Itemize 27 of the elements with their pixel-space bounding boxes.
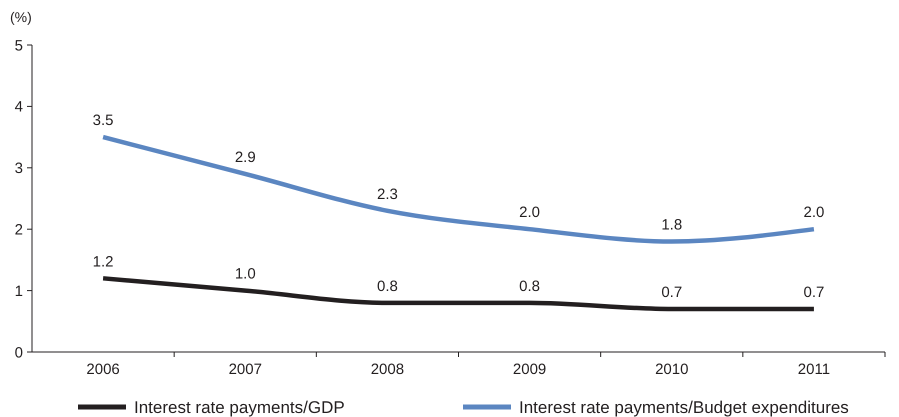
y-tick-label: 1 bbox=[14, 282, 23, 300]
x-tick-label: 2007 bbox=[228, 361, 262, 378]
data-label: 0.7 bbox=[661, 284, 682, 302]
legend-label: Interest rate payments/Budget expenditures bbox=[519, 398, 849, 417]
x-tick-label: 2006 bbox=[86, 361, 120, 378]
data-label: 2.0 bbox=[803, 204, 824, 222]
y-tick-label: 5 bbox=[14, 37, 23, 54]
data-label: 3.5 bbox=[92, 112, 114, 130]
data-label: 0.8 bbox=[376, 278, 398, 295]
y-tick-label: 0 bbox=[14, 344, 23, 362]
x-tick-label: 2008 bbox=[370, 361, 404, 378]
x-tick-label: 2009 bbox=[512, 361, 546, 378]
data-label: 2.9 bbox=[234, 148, 256, 166]
data-label: 1.0 bbox=[234, 266, 256, 283]
y-tick-label: 4 bbox=[14, 98, 23, 116]
data-label: 2.3 bbox=[376, 186, 398, 203]
y-tick-label: 2 bbox=[14, 221, 23, 238]
legend-label: Interest rate payments/GDP bbox=[134, 398, 345, 417]
data-label: 1.2 bbox=[92, 253, 114, 270]
y-axis-title: (%) bbox=[10, 9, 32, 25]
data-label: 1.8 bbox=[661, 216, 682, 234]
y-tick-label: 3 bbox=[14, 160, 23, 178]
x-tick-label: 2010 bbox=[655, 361, 688, 378]
x-tick-label: 2011 bbox=[798, 361, 830, 378]
data-label: 2.0 bbox=[519, 204, 540, 222]
data-label: 0.8 bbox=[519, 278, 540, 295]
data-label: 0.7 bbox=[803, 284, 824, 302]
